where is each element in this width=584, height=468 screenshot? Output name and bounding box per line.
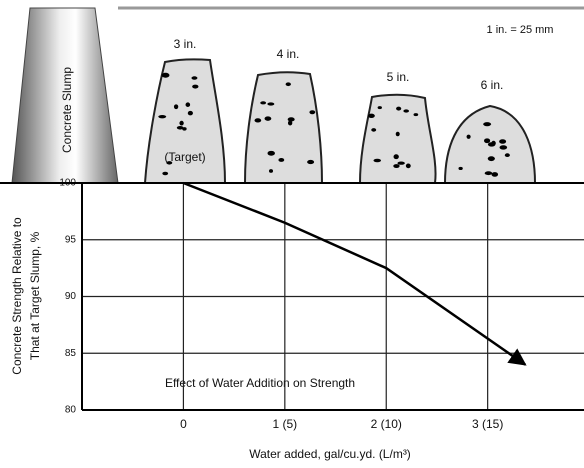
y-label: Concrete Strength Relative to — [10, 217, 24, 375]
y-label: That at Target Slump, % — [28, 231, 42, 360]
aggregate — [254, 118, 262, 123]
aggregate — [179, 120, 184, 126]
aggregate — [458, 166, 463, 171]
aggregate — [166, 161, 173, 165]
aggregate — [192, 84, 199, 89]
aggregate — [264, 116, 272, 121]
aggregate — [484, 138, 491, 144]
aggregate — [267, 150, 275, 156]
aggregate — [377, 106, 382, 110]
aggregate — [285, 82, 291, 87]
data-line — [182, 181, 527, 366]
aggregate — [403, 109, 409, 113]
y-tick-label: 95 — [65, 234, 77, 245]
aggregate — [393, 164, 400, 169]
aggregate — [483, 122, 492, 127]
aggregate — [491, 172, 499, 177]
aggregate — [173, 104, 179, 110]
slump-label: 5 in. — [387, 70, 410, 84]
aggregate — [158, 114, 167, 119]
aggregate — [260, 101, 267, 105]
y-tick-label: 80 — [65, 405, 77, 416]
target-label: (Target) — [164, 150, 205, 164]
aggregate — [187, 110, 193, 116]
aggregate — [287, 120, 293, 126]
aggregate — [396, 106, 402, 111]
aggregate — [393, 154, 399, 160]
aggregate — [371, 128, 377, 132]
chart-title: Effect of Water Addition on Strength — [165, 376, 355, 390]
aggregate — [484, 171, 493, 176]
aggregate — [176, 126, 184, 130]
aggregate — [466, 134, 471, 139]
aggregate — [368, 113, 375, 119]
aggregate — [413, 113, 419, 117]
aggregate — [405, 163, 411, 169]
aggregate — [309, 110, 316, 115]
aggregate — [373, 158, 382, 163]
x-tick-label: 2 (10) — [371, 417, 402, 431]
aggregate — [268, 169, 274, 173]
aggregate — [499, 139, 507, 144]
aggregate — [161, 72, 170, 78]
cone-label: Concrete Slump — [60, 67, 74, 153]
aggregate — [395, 131, 400, 137]
x-tick-label: 3 (15) — [472, 417, 503, 431]
aggregate — [307, 159, 315, 165]
slump-label: 4 in. — [277, 47, 300, 61]
aggregate — [287, 117, 295, 122]
x-label: Water added, gal/cu.yd. (L/m³) — [249, 447, 411, 461]
slump-label: 6 in. — [481, 78, 504, 92]
aggregate — [499, 145, 508, 150]
aggregate — [487, 142, 496, 147]
aggregate — [267, 102, 275, 106]
slump-shape — [143, 58, 227, 184]
aggregate — [397, 161, 405, 165]
x-tick-label: 0 — [180, 417, 187, 431]
y-tick-label: 85 — [65, 348, 77, 359]
aggregate — [185, 102, 191, 107]
scale-note: 1 in. = 25 mm — [487, 24, 554, 36]
slump-shape — [243, 71, 324, 184]
aggregate — [162, 171, 169, 176]
aggregate — [487, 156, 495, 162]
aggregate — [191, 76, 198, 80]
x-tick-label: 1 (5) — [272, 417, 297, 431]
aggregate — [278, 158, 285, 162]
slump-label: 3 in. — [174, 37, 197, 51]
y-tick-label: 90 — [65, 291, 77, 302]
aggregate — [504, 153, 510, 158]
